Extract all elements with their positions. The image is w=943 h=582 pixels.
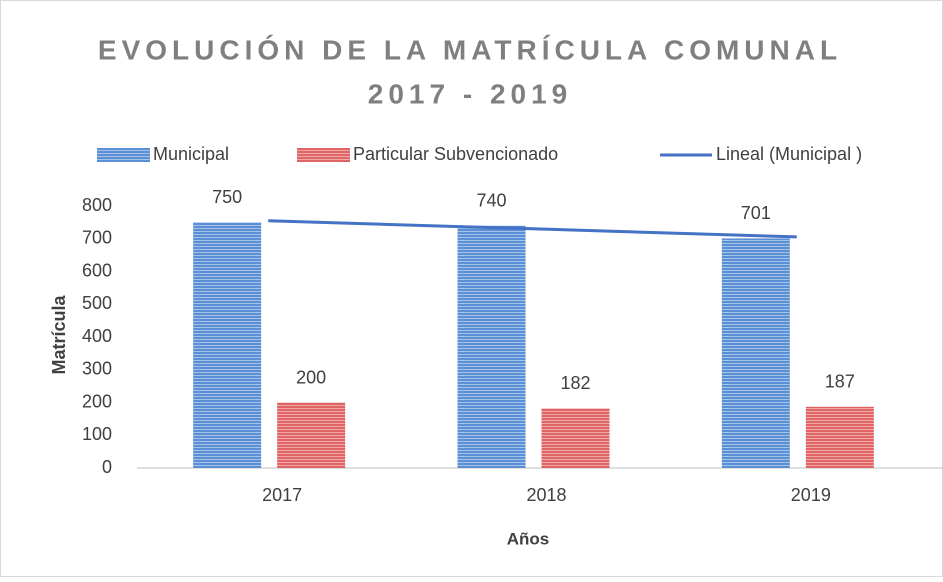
data-label: 187 [825,372,855,392]
legend-label: Particular Subvencionado [353,144,558,164]
y-tick-label: 100 [82,424,112,444]
y-tick-label: 300 [82,359,112,379]
legend-label: Municipal [153,144,229,164]
data-label: 750 [212,187,242,207]
y-tick-label: 800 [82,195,112,215]
x-tick-label: 2018 [526,485,566,505]
bar [457,225,526,468]
x-axis-title: Años [507,529,550,548]
y-tick-label: 600 [82,260,112,280]
data-label: 200 [296,367,326,387]
data-label: 701 [741,203,771,223]
x-tick-label: 2017 [262,485,302,505]
y-axis-title: Matrícula [49,295,69,375]
data-label: 740 [476,190,506,210]
legend-swatch [297,148,350,162]
chart-title: EVOLUCIÓN DE LA MATRÍCULA COMUNAL [98,34,842,65]
y-tick-label: 400 [82,326,112,346]
bar [721,238,790,468]
x-tick-label: 2019 [791,485,831,505]
bar [193,222,262,468]
legend-label: Lineal (Municipal ) [716,144,862,164]
bar [541,408,610,468]
y-tick-label: 700 [82,228,112,248]
trend-line [268,219,797,239]
chart-title: 2017 - 2019 [368,78,572,109]
y-tick-label: 200 [82,391,112,411]
legend-swatch [97,148,150,162]
y-tick-label: 0 [102,457,112,477]
data-label: 182 [560,373,590,393]
bar [805,406,874,468]
bar [277,402,346,468]
y-tick-label: 500 [82,293,112,313]
